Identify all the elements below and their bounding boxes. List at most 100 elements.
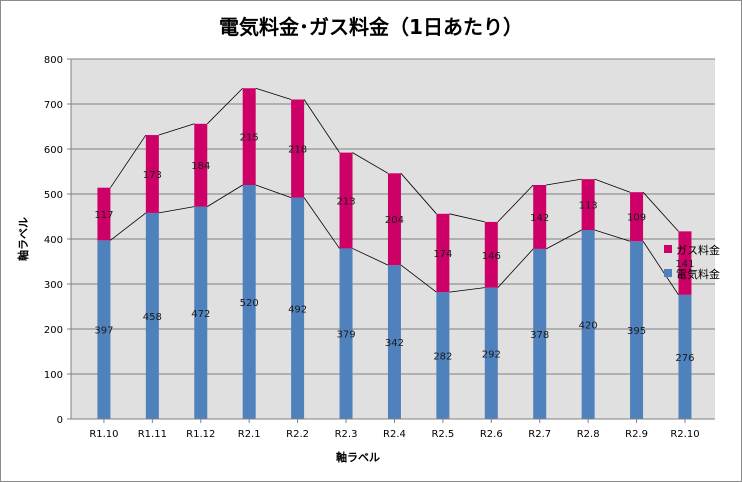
data-label: 492 — [288, 304, 307, 315]
bar-electricity — [678, 294, 692, 419]
y-tick-label: 300 — [44, 280, 63, 291]
data-label: 397 — [94, 326, 113, 337]
bar-electricity — [145, 212, 159, 419]
data-label: 142 — [530, 213, 549, 224]
x-tick-label: R1.12 — [186, 429, 215, 440]
series-line — [642, 241, 679, 296]
data-label: 184 — [191, 161, 210, 172]
data-label: 292 — [482, 349, 501, 360]
legend-label: ガス料金 — [676, 243, 720, 257]
y-tick-label: 0 — [57, 415, 63, 426]
data-label: 109 — [627, 213, 646, 224]
series-line — [110, 212, 147, 241]
series-line — [400, 173, 437, 215]
x-tick-label: R1.10 — [89, 429, 118, 440]
series-line — [206, 87, 243, 125]
legend-swatch — [664, 245, 672, 253]
x-tick-label: R2.1 — [238, 429, 261, 440]
data-label: 379 — [336, 330, 355, 341]
series-line — [546, 178, 582, 186]
series-line — [207, 184, 243, 207]
bar-electricity — [387, 265, 401, 419]
bar-gas — [242, 88, 256, 185]
series-line — [352, 152, 389, 174]
series-line — [158, 206, 195, 214]
bar-gas — [581, 179, 595, 230]
data-label: 276 — [675, 353, 694, 364]
chart-title: 電気料金･ガス料金（1日あたり） — [219, 15, 523, 39]
bar-gas — [194, 123, 208, 207]
series-line — [303, 197, 340, 249]
data-label: 215 — [240, 133, 259, 144]
bar-gas — [145, 135, 159, 213]
data-label: 146 — [482, 251, 501, 262]
series-line — [303, 99, 340, 153]
y-tick-label: 100 — [44, 370, 63, 381]
bar-gas — [291, 99, 305, 198]
y-tick-label: 200 — [44, 325, 63, 336]
bar-gas — [97, 187, 111, 241]
data-label: 342 — [385, 338, 404, 349]
x-tick-label: R2.10 — [670, 429, 699, 440]
bar-electricity — [533, 248, 547, 419]
x-tick-label: R2.5 — [431, 429, 454, 440]
y-tick-label: 700 — [44, 100, 63, 111]
series-line — [110, 134, 147, 188]
data-label: 472 — [191, 309, 210, 320]
data-label: 395 — [627, 326, 646, 337]
data-label: 520 — [240, 298, 259, 309]
y-tick-label: 500 — [44, 190, 63, 201]
x-tick-label: R2.2 — [286, 429, 309, 440]
bar-electricity — [581, 230, 595, 419]
series-line — [352, 248, 389, 266]
bar-gas — [484, 221, 498, 288]
series-line — [255, 87, 292, 100]
series-line — [255, 184, 292, 198]
bar-electricity — [630, 241, 644, 419]
data-label: 174 — [433, 249, 452, 260]
y-axis-title: 軸ラベル — [16, 217, 30, 261]
data-label: 173 — [143, 170, 162, 181]
bar-electricity — [194, 206, 208, 419]
data-label: 141 — [675, 259, 694, 270]
series-line — [449, 287, 485, 293]
x-tick-label: R2.7 — [528, 429, 551, 440]
bar-gas — [678, 231, 692, 295]
data-label: 218 — [288, 145, 307, 156]
x-tick-label: R2.4 — [383, 429, 406, 440]
legend-swatch — [664, 269, 672, 277]
bar-gas — [339, 152, 353, 249]
series-line — [158, 123, 195, 136]
data-label: 204 — [385, 215, 404, 226]
legend-label: 電気料金 — [676, 267, 720, 281]
series-line — [497, 248, 534, 288]
y-tick-label: 800 — [44, 55, 63, 66]
x-tick-label: R2.6 — [480, 429, 503, 440]
data-label: 113 — [579, 201, 598, 212]
series-line — [400, 264, 437, 293]
series-line — [642, 191, 679, 232]
data-label: 378 — [530, 330, 549, 341]
bar-gas — [533, 185, 547, 249]
bar-electricity — [97, 240, 111, 419]
x-tick-label: R2.8 — [577, 429, 600, 440]
series-line — [497, 184, 534, 223]
series-line — [594, 178, 631, 193]
x-tick-label: R2.9 — [625, 429, 648, 440]
series-line — [546, 229, 582, 250]
data-label: 282 — [433, 352, 452, 363]
bar-gas — [630, 192, 644, 242]
bar-gas — [436, 213, 450, 293]
x-tick-label: R1.11 — [138, 429, 167, 440]
y-tick-label: 400 — [44, 235, 63, 246]
data-label: 420 — [579, 321, 598, 332]
x-axis-title: 軸ラベル — [336, 450, 380, 464]
data-label: 117 — [94, 210, 113, 221]
bar-gas — [387, 173, 401, 266]
x-tick-label: R2.3 — [335, 429, 358, 440]
bar-electricity — [291, 197, 305, 419]
data-label: 458 — [143, 312, 162, 323]
